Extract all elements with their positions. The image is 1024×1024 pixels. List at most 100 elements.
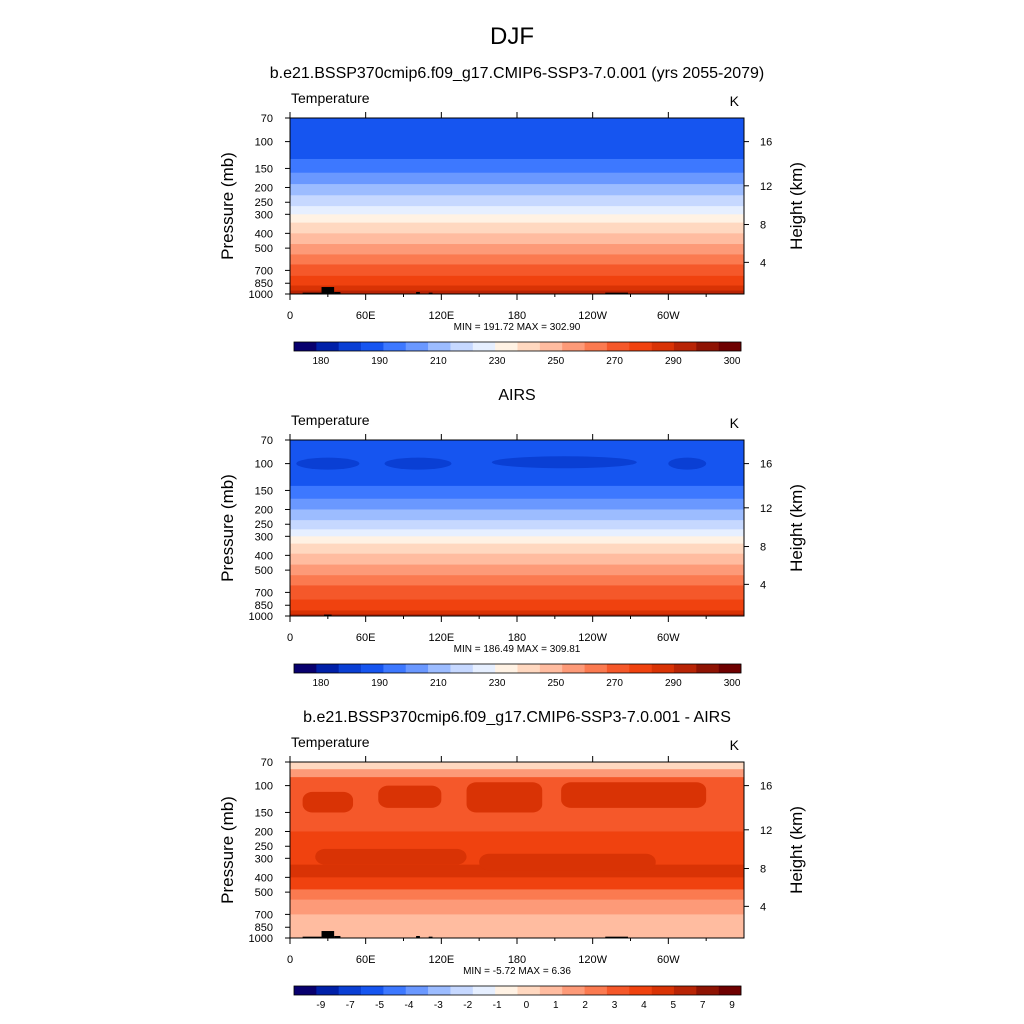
colorbar-swatch: [383, 986, 407, 995]
y-tick-label: 1000: [249, 289, 273, 301]
colorbar-swatch: [673, 986, 697, 995]
y-tick-label: 100: [255, 781, 273, 793]
contour-band: [290, 222, 744, 234]
colorbar-swatch: [361, 664, 384, 673]
contour-band: [290, 553, 744, 566]
colorbar-swatch: [338, 664, 362, 673]
contour-band: [290, 762, 744, 770]
contour-band: [290, 613, 744, 616]
contour-band: [290, 233, 744, 245]
y-tick-label: 500: [255, 887, 273, 899]
x-tick-label: 180: [508, 954, 526, 966]
x-tick-label: 120W: [578, 954, 607, 966]
colorbar-swatch: [428, 664, 451, 673]
contour-band: [290, 529, 744, 537]
contour-band: [290, 206, 744, 215]
y-tick-label: 150: [255, 485, 273, 497]
units-label: K: [730, 93, 740, 109]
stats-label: MIN = 191.72 MAX = 302.90: [454, 322, 581, 333]
x-tick-label: 60E: [356, 954, 376, 966]
colorbar-swatch: [606, 986, 630, 995]
y-axis-label: Pressure (mb): [218, 796, 237, 904]
colorbar-swatch: [338, 342, 362, 351]
y-tick-label: 700: [255, 909, 273, 921]
y-right-axis-label: Height (km): [787, 806, 806, 894]
contour-patch: [315, 848, 467, 865]
y-tick-label: 200: [255, 182, 273, 194]
colorbar-swatch: [495, 986, 518, 995]
y-tick-label: 700: [255, 587, 273, 599]
colorbar-swatch: [517, 342, 541, 351]
contour-band: [290, 536, 744, 545]
colorbar-swatch: [562, 664, 585, 673]
contour-band: [290, 769, 744, 778]
plot-area: [290, 118, 744, 294]
contour-band: [290, 585, 744, 601]
colorbar-label: 190: [371, 356, 388, 367]
x-tick-label: 120E: [428, 632, 454, 644]
colorbar-label: 250: [547, 356, 564, 367]
colorbar-swatch: [383, 664, 407, 673]
colorbar-swatch: [450, 664, 474, 673]
terrain-mask: [321, 287, 335, 294]
y-right-tick-label: 12: [760, 181, 772, 193]
contour-patch: [384, 457, 452, 470]
x-tick-label: 120E: [428, 954, 454, 966]
panel-title: b.e21.BSSP370cmip6.f09_g17.CMIP6-SSP3-7.…: [303, 709, 731, 726]
y-tick-label: 300: [255, 853, 273, 865]
colorbar-swatch: [651, 664, 675, 673]
y-right-tick-label: 4: [760, 257, 766, 269]
contour-patch: [668, 457, 707, 470]
terrain-mask: [321, 931, 335, 938]
panel-1: b.e21.BSSP370cmip6.f09_g17.CMIP6-SSP3-7.…: [218, 65, 806, 367]
colorbar-label: 190: [371, 678, 388, 689]
x-tick-label: 120E: [428, 310, 454, 322]
y-tick-label: 200: [255, 826, 273, 838]
colorbar-swatch: [405, 664, 429, 673]
y-tick-label: 850: [255, 922, 273, 934]
panel-title: AIRS: [498, 387, 535, 404]
colorbar-swatch: [472, 664, 496, 673]
colorbar-label: 210: [430, 356, 447, 367]
colorbar-label: -7: [346, 1000, 355, 1011]
y-tick-label: 100: [255, 459, 273, 471]
y-tick-label: 500: [255, 565, 273, 577]
colorbar-swatch: [517, 664, 541, 673]
colorbar-label: 270: [606, 356, 623, 367]
terrain-mask: [334, 291, 341, 294]
colorbar-label: 7: [700, 1000, 706, 1011]
colorbar-label: 250: [547, 678, 564, 689]
y-right-tick-label: 8: [760, 542, 766, 554]
plot-area: [290, 440, 744, 616]
colorbar-label: 5: [671, 1000, 677, 1011]
colorbar-swatch: [651, 986, 675, 995]
stats-label: MIN = -5.72 MAX = 6.36: [463, 966, 571, 977]
colorbar-swatch: [651, 342, 675, 351]
y-right-axis-label: Height (km): [787, 484, 806, 572]
colorbar-swatch: [316, 986, 339, 995]
colorbar-swatch: [517, 986, 541, 995]
terrain-mask: [302, 292, 322, 294]
contour-patch: [296, 457, 360, 470]
terrain-mask: [605, 292, 628, 294]
contour-band: [290, 914, 744, 938]
y-tick-label: 700: [255, 265, 273, 277]
colorbar-label: 300: [724, 356, 741, 367]
y-right-axis-label: Height (km): [787, 162, 806, 250]
contour-band: [290, 118, 744, 160]
contour-band: [290, 877, 744, 890]
colorbar-label: 210: [430, 678, 447, 689]
contour-band: [290, 158, 744, 174]
colorbar-label: 300: [724, 678, 741, 689]
y-tick-label: 70: [261, 757, 273, 769]
contour-band: [290, 899, 744, 915]
colorbar-frame: [293, 663, 742, 674]
y-tick-label: 300: [255, 531, 273, 543]
contour-band: [290, 610, 744, 615]
colorbar-swatch: [718, 664, 742, 673]
y-tick-label: 500: [255, 243, 273, 255]
colorbar-swatch: [539, 342, 563, 351]
contour-patch: [302, 791, 354, 813]
colorbar-frame: [293, 985, 742, 996]
